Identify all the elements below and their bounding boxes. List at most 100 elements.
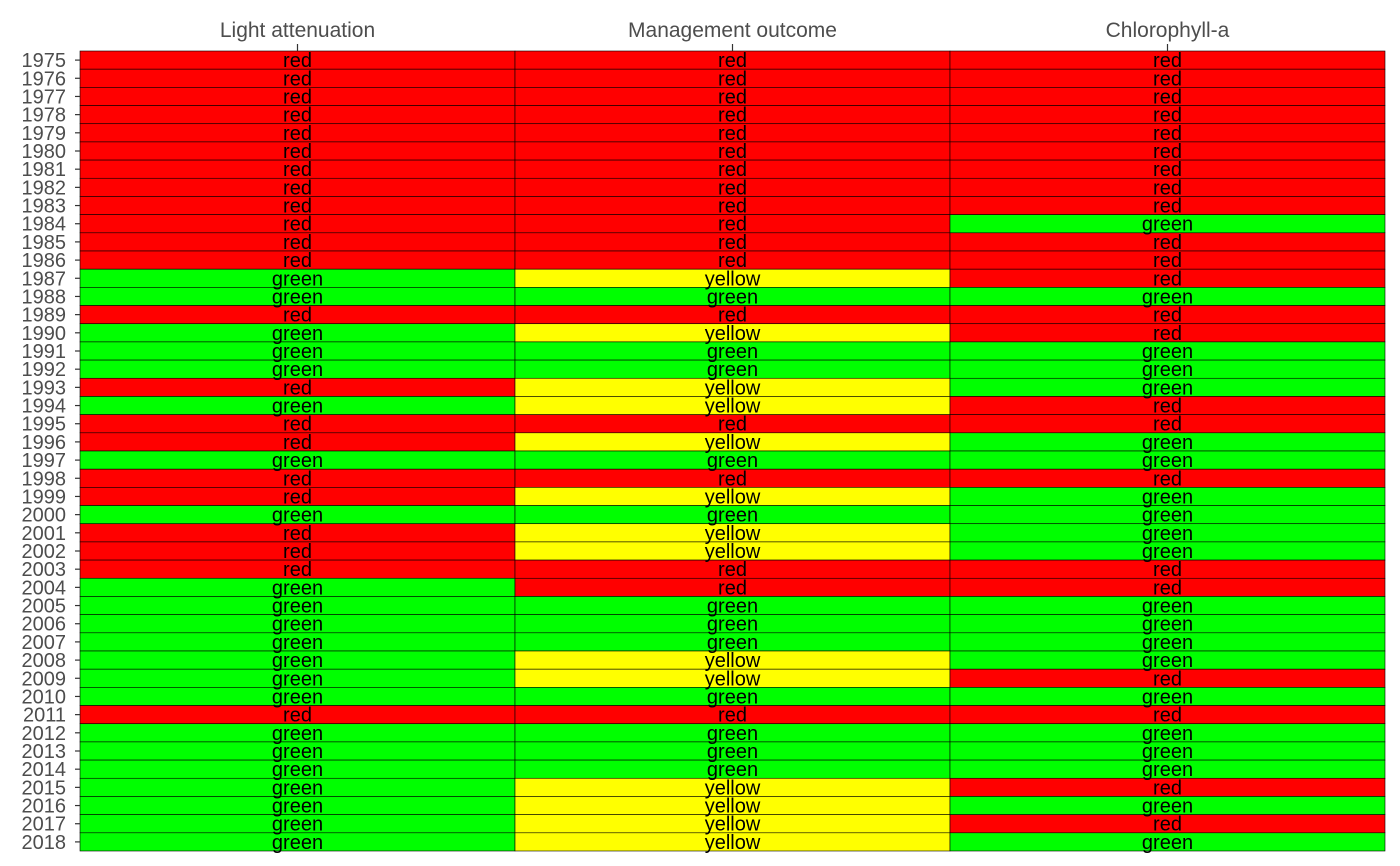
row-label-year: 1983 — [22, 196, 67, 218]
cell-value-label: red — [283, 559, 312, 581]
row-label-year: 2003 — [22, 559, 67, 581]
cell-value-label: green — [272, 505, 323, 527]
cell-value-label: green — [272, 650, 323, 672]
cell-value-label: red — [1153, 123, 1182, 145]
cell-value-label: green — [707, 632, 758, 654]
cell-value-label: red — [718, 305, 747, 327]
cell-value-label: red — [1153, 814, 1182, 836]
row-label-year: 2002 — [22, 541, 67, 563]
cell-value-label: red — [718, 68, 747, 90]
cell-value-label: red — [283, 86, 312, 108]
cell-value-label: green — [1142, 486, 1193, 508]
row-label-year: 1985 — [22, 232, 67, 254]
cell-value-label: red — [718, 123, 747, 145]
cell-value-label: yellow — [705, 486, 761, 508]
cell-value-label: green — [1142, 359, 1193, 381]
cell-value-label: green — [1142, 523, 1193, 545]
cell-value-label: red — [1153, 50, 1182, 72]
row-label-year: 1987 — [22, 268, 67, 290]
cell-value-label: red — [1153, 86, 1182, 108]
row-label-year: 2010 — [22, 686, 67, 708]
cell-value-label: red — [283, 250, 312, 272]
cell-value-label: green — [707, 286, 758, 308]
cell-value-label: green — [707, 759, 758, 781]
cell-value-label: green — [272, 741, 323, 763]
cell-value-label: red — [1153, 577, 1182, 599]
cell-value-label: red — [718, 232, 747, 254]
cell-value-label: red — [718, 468, 747, 490]
cell-value-label: green — [272, 323, 323, 345]
cell-value-label: red — [1153, 68, 1182, 90]
cell-value-label: green — [1142, 541, 1193, 563]
cell-value-label: yellow — [705, 396, 761, 418]
row-label-year: 2005 — [22, 596, 67, 618]
cell-value-label: green — [272, 832, 323, 854]
cell-value-label: yellow — [705, 777, 761, 799]
cell-value-label: green — [707, 741, 758, 763]
row-label-year: 1976 — [22, 68, 67, 90]
cell-value-label: red — [718, 196, 747, 218]
cell-value-label: green — [1142, 505, 1193, 527]
cell-value-label: green — [272, 759, 323, 781]
cell-value-label: green — [1142, 632, 1193, 654]
cell-value-label: red — [718, 250, 747, 272]
row-labels: 1975197619771978197919801981198219831984… — [22, 50, 80, 854]
cell-value-label: red — [1153, 323, 1182, 345]
row-label-year: 1986 — [22, 250, 67, 272]
cell-value-label: red — [718, 86, 747, 108]
cell-value-label: green — [1142, 796, 1193, 818]
cell-value-label: red — [718, 105, 747, 127]
cell-value-label: red — [283, 196, 312, 218]
cell-value-label: red — [1153, 232, 1182, 254]
row-label-year: 2001 — [22, 523, 67, 545]
row-label-year: 2011 — [23, 705, 66, 727]
cell-value-label: green — [272, 268, 323, 290]
cell-value-label: red — [283, 541, 312, 563]
row-label-year: 1982 — [22, 177, 67, 199]
cell-value-label: green — [272, 596, 323, 618]
row-label-year: 1989 — [22, 305, 67, 327]
cell-value-label: green — [272, 777, 323, 799]
cell-value-label: green — [1142, 759, 1193, 781]
row-label-year: 1991 — [22, 341, 67, 363]
row-label-year: 1990 — [22, 323, 67, 345]
row-label-year: 2012 — [22, 723, 67, 745]
cell-value-label: red — [1153, 668, 1182, 690]
cell-value-label: green — [1142, 686, 1193, 708]
row-label-year: 1996 — [22, 432, 67, 454]
row-label-year: 2017 — [22, 814, 67, 836]
cell-value-label: red — [283, 50, 312, 72]
cell-value-label: yellow — [705, 432, 761, 454]
cell-value-label: red — [718, 705, 747, 727]
cell-value-label: red — [1153, 177, 1182, 199]
cell-value-label: green — [272, 668, 323, 690]
cell-value-label: red — [283, 141, 312, 163]
row-label-year: 2014 — [22, 759, 67, 781]
row-label-year: 2016 — [22, 796, 67, 818]
row-label-year: 1988 — [22, 286, 67, 308]
cell-value-label: red — [1153, 468, 1182, 490]
cell-value-label: red — [1153, 105, 1182, 127]
cell-value-label: red — [283, 705, 312, 727]
cell-value-label: red — [1153, 268, 1182, 290]
cell-value-label: green — [1142, 832, 1193, 854]
cell-value-label: red — [283, 232, 312, 254]
row-label-year: 1975 — [22, 50, 67, 72]
cell-value-label: green — [707, 723, 758, 745]
cell-value-label: green — [1142, 341, 1193, 363]
cell-value-label: red — [1153, 196, 1182, 218]
cell-value-label: red — [283, 305, 312, 327]
cell-value-label: green — [272, 723, 323, 745]
cell-value-label: green — [1142, 214, 1193, 236]
row-label-year: 1984 — [22, 214, 67, 236]
cell-value-label: red — [283, 414, 312, 436]
cells-layer — [79, 50, 1386, 852]
row-label-year: 2013 — [22, 741, 67, 763]
cell-value-label: red — [283, 468, 312, 490]
row-label-year: 2018 — [22, 832, 67, 854]
cell-value-label: red — [283, 214, 312, 236]
cell-value-label: green — [272, 359, 323, 381]
cell-value-label: red — [283, 68, 312, 90]
cell-value-label: red — [718, 50, 747, 72]
